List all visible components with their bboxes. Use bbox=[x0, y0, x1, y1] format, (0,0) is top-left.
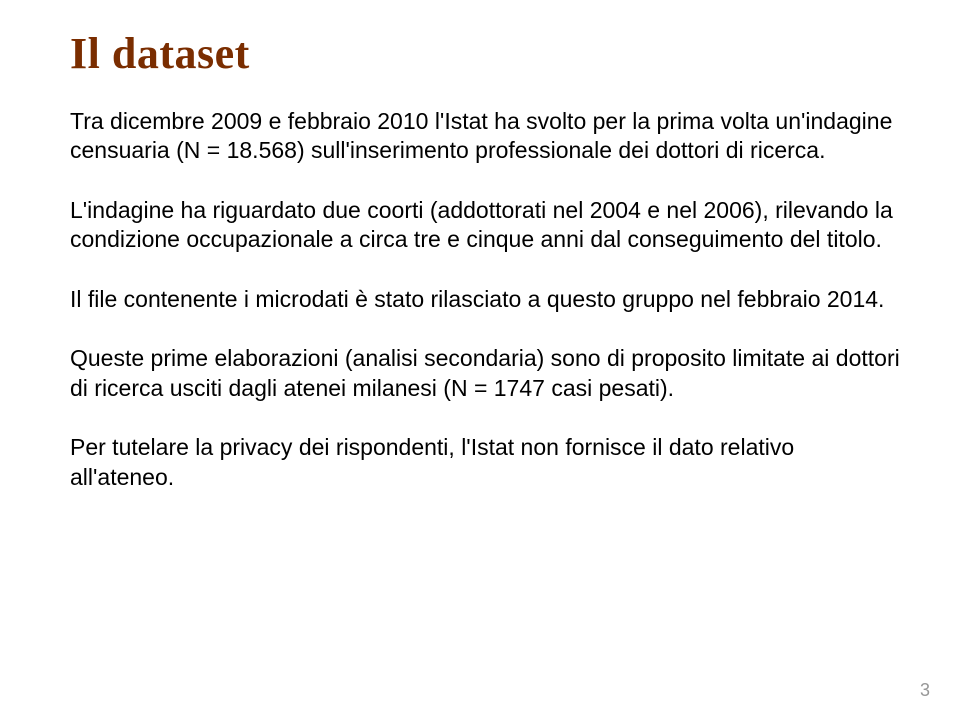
page-number: 3 bbox=[920, 680, 930, 701]
paragraph-4: Queste prime elaborazioni (analisi secon… bbox=[70, 344, 900, 403]
paragraph-2: L'indagine ha riguardato due coorti (add… bbox=[70, 196, 900, 255]
paragraph-3: Il file contenente i microdati è stato r… bbox=[70, 285, 900, 314]
paragraph-5: Per tutelare la privacy dei rispondenti,… bbox=[70, 433, 900, 492]
slide-title: Il dataset bbox=[70, 28, 900, 79]
slide: Il dataset Tra dicembre 2009 e febbraio … bbox=[0, 0, 960, 719]
paragraph-1: Tra dicembre 2009 e febbraio 2010 l'Ista… bbox=[70, 107, 900, 166]
